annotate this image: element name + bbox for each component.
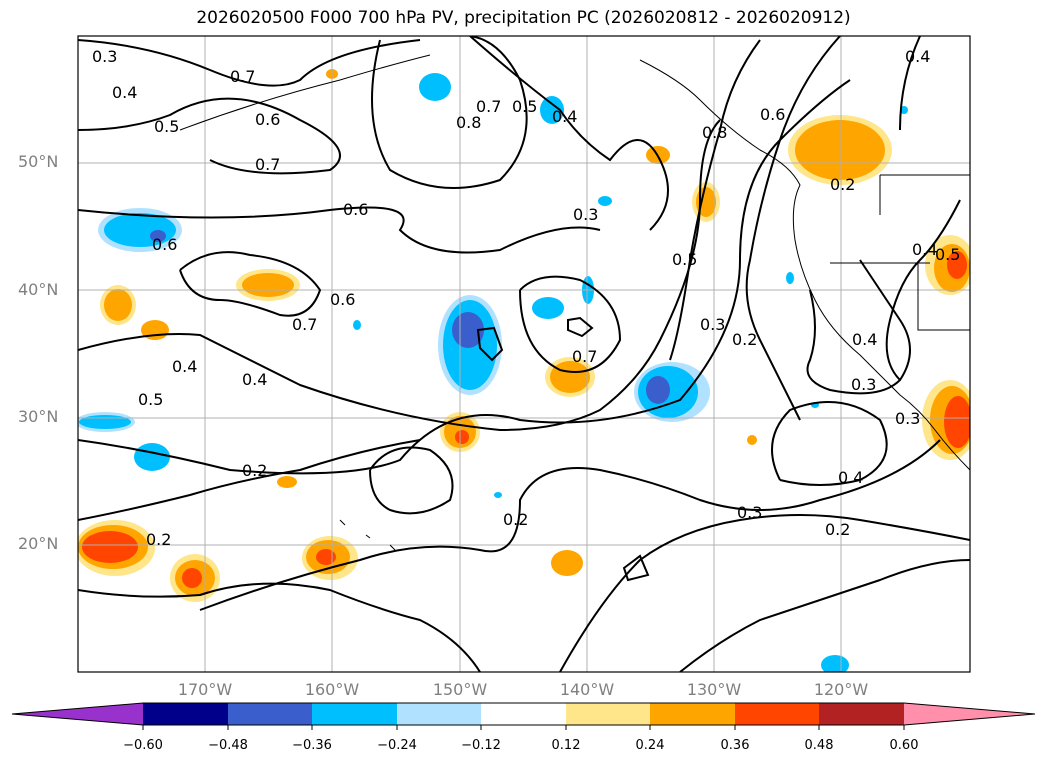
lat-label-50n: 50°N (18, 152, 59, 171)
coastlines (179, 54, 970, 551)
pv-contours (78, 36, 970, 672)
svg-text:0.3: 0.3 (851, 375, 876, 394)
colorbar-low-extend (12, 703, 143, 725)
lon-label-170w: 170°W (177, 680, 233, 699)
colorbar-bin-5 (566, 703, 650, 725)
colorbar-tick: −0.48 (208, 738, 248, 753)
svg-text:0.8: 0.8 (456, 113, 481, 132)
colorbar-tick: −0.12 (461, 738, 501, 753)
colorbar-bin-2 (312, 703, 397, 725)
svg-text:0.5: 0.5 (154, 117, 179, 136)
colorbar-tick: −0.60 (123, 738, 163, 753)
svg-text:0.3: 0.3 (700, 315, 725, 334)
colorbar-high-extend (904, 703, 1035, 725)
svg-text:0.6: 0.6 (330, 290, 355, 309)
map-frame (77, 35, 971, 673)
svg-text:0.3: 0.3 (895, 409, 920, 428)
svg-text:0.2: 0.2 (830, 175, 855, 194)
colorbar-bin-3 (397, 703, 481, 725)
lat-label-40n: 40°N (18, 280, 59, 299)
lon-label-140w: 140°W (559, 680, 615, 699)
svg-text:0.8: 0.8 (702, 123, 727, 142)
svg-text:0.2: 0.2 (503, 510, 528, 529)
svg-text:0.4: 0.4 (242, 370, 267, 389)
colorbar-bin-7 (735, 703, 819, 725)
lon-label-130w: 130°W (686, 680, 742, 699)
svg-text:0.4: 0.4 (172, 357, 197, 376)
svg-text:0.3: 0.3 (737, 503, 762, 522)
colorbar-tick: 0.24 (635, 738, 665, 753)
svg-text:0.2: 0.2 (825, 520, 850, 539)
svg-text:0.6: 0.6 (760, 105, 785, 124)
svg-text:0.6: 0.6 (343, 200, 368, 219)
lon-label-150w: 150°W (432, 680, 488, 699)
svg-text:0.6: 0.6 (152, 235, 177, 254)
colorbar-tick: 0.12 (551, 738, 581, 753)
svg-text:0.5: 0.5 (672, 250, 697, 269)
svg-text:0.3: 0.3 (92, 47, 117, 66)
lon-label-120w: 120°W (813, 680, 869, 699)
colorbar-tick: 0.36 (720, 738, 750, 753)
svg-text:0.4: 0.4 (838, 468, 863, 487)
colorbar-bin-8 (819, 703, 904, 725)
colorbar (11, 702, 1036, 730)
colorbar-bin-4 (481, 703, 566, 725)
svg-text:0.2: 0.2 (242, 461, 267, 480)
lon-label-160w: 160°W (304, 680, 360, 699)
colorbar-tick: −0.36 (292, 738, 332, 753)
map-title: 2026020500 F000 700 hPa PV, precipitatio… (196, 8, 851, 28)
lat-label-20n: 20°N (18, 534, 59, 553)
svg-text:0.5: 0.5 (138, 390, 163, 409)
svg-text:0.6: 0.6 (255, 110, 280, 129)
lat-label-30n: 30°N (18, 407, 59, 426)
svg-text:0.7: 0.7 (230, 67, 255, 86)
svg-text:0.4: 0.4 (552, 107, 577, 126)
svg-text:0.4: 0.4 (905, 47, 930, 66)
precipitation-shading (78, 69, 970, 672)
colorbar-bin-0 (143, 703, 228, 725)
svg-text:0.4: 0.4 (912, 240, 937, 259)
svg-text:0.2: 0.2 (146, 530, 171, 549)
svg-text:0.4: 0.4 (112, 83, 137, 102)
svg-text:0.7: 0.7 (292, 315, 317, 334)
svg-text:0.7: 0.7 (255, 155, 280, 174)
svg-text:0.7: 0.7 (476, 97, 501, 116)
colorbar-bin-1 (228, 703, 312, 725)
contour-labels: 0.3 0.4 0.5 0.7 0.7 0.6 0.6 0.6 0.7 0.6 … (92, 47, 960, 549)
colorbar-tick: 0.60 (889, 738, 919, 753)
svg-text:0.3: 0.3 (573, 205, 598, 224)
svg-text:0.5: 0.5 (512, 97, 537, 116)
svg-text:0.4: 0.4 (852, 330, 877, 349)
colorbar-tick: −0.24 (377, 738, 417, 753)
svg-text:0.7: 0.7 (572, 347, 597, 366)
colorbar-tick: 0.48 (804, 738, 834, 753)
svg-text:0.5: 0.5 (935, 245, 960, 264)
colorbar-bin-6 (650, 703, 735, 725)
svg-text:0.2: 0.2 (732, 330, 757, 349)
